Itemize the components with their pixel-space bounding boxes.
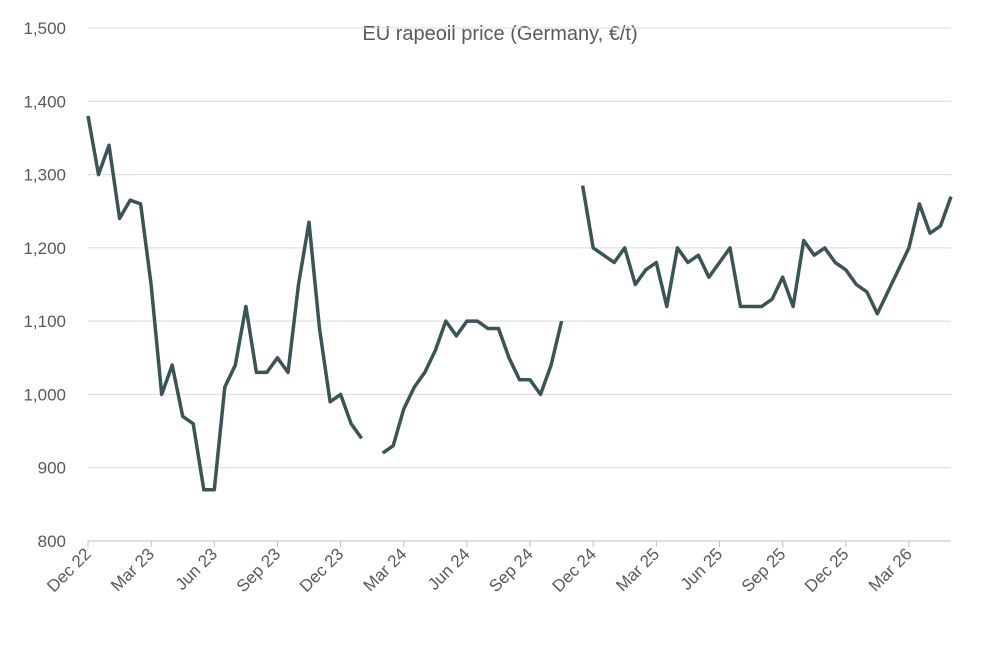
- chart-title: EU rapeoil price (Germany, €/t): [362, 23, 637, 45]
- y-tick-label: 1,400: [23, 92, 66, 111]
- x-tick-label: Dec 22: [43, 544, 95, 596]
- x-tick-label: Mar 24: [360, 544, 411, 595]
- y-tick-label: 1,500: [23, 19, 66, 38]
- x-tick-label: Jun 25: [677, 544, 727, 594]
- x-tick-label: Mar 25: [612, 544, 663, 595]
- price-line: [86, 115, 953, 492]
- y-tick-label: 1,300: [23, 166, 66, 185]
- x-tick-label: Jun 24: [424, 544, 474, 594]
- x-tick-label: Sep 25: [738, 544, 790, 596]
- x-tick-label: Jun 23: [172, 544, 222, 594]
- x-tick-label: Mar 26: [865, 544, 916, 595]
- y-tick-label: 900: [38, 459, 66, 478]
- y-tick-label: 1,000: [23, 385, 66, 404]
- x-tick-label: Mar 23: [107, 544, 158, 595]
- y-tick-label: 800: [38, 532, 66, 551]
- x-tick-label: Dec 24: [548, 544, 600, 596]
- y-tick-label: 1,200: [23, 239, 66, 258]
- y-tick-label: 1,100: [23, 312, 66, 331]
- x-tick-label: Dec 25: [801, 544, 853, 596]
- x-tick-label: Sep 23: [233, 544, 285, 596]
- x-tick-label: Dec 23: [296, 544, 348, 596]
- x-tick-label: Sep 24: [485, 544, 537, 596]
